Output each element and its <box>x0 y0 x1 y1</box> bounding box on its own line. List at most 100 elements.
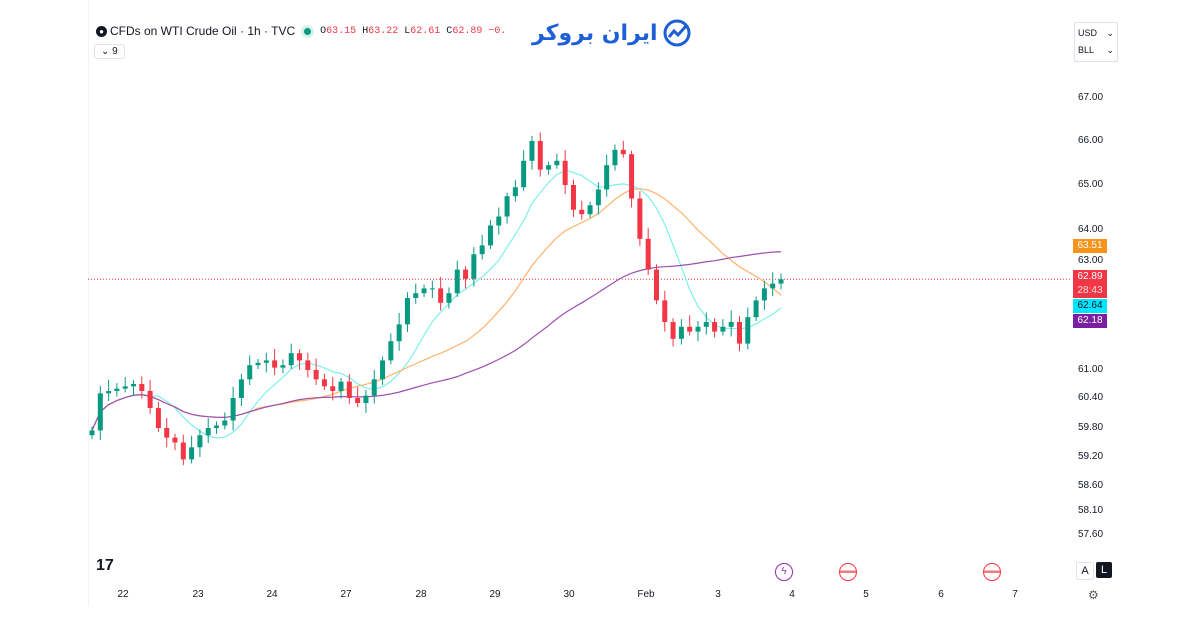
units-selector[interactable]: USD ⌄ BLL ⌄ <box>1074 22 1118 62</box>
candle-body <box>463 269 469 279</box>
candle-body <box>164 428 170 438</box>
candle-body <box>180 442 186 460</box>
price-tag: 62.64 <box>1073 299 1107 313</box>
currency-dropdown[interactable]: USD ⌄ <box>1078 28 1114 38</box>
candle-body <box>512 187 518 197</box>
x-tick-label: 30 <box>563 589 575 600</box>
us-flag-event-icon[interactable] <box>983 563 1001 581</box>
candle-body <box>338 381 344 391</box>
ma-slow-line <box>91 251 782 431</box>
earnings-event-icon[interactable]: ϟ <box>775 563 793 581</box>
candle-body <box>172 437 178 443</box>
candle-body <box>479 245 485 255</box>
candle-body <box>546 165 552 170</box>
candle-body <box>421 288 427 294</box>
x-tick-label: 24 <box>266 589 278 600</box>
candle-body <box>446 293 452 303</box>
candle-body <box>272 360 278 368</box>
candle-body <box>662 300 668 322</box>
candle-body <box>247 365 253 380</box>
candle-body <box>736 322 742 344</box>
x-tick-label: 28 <box>415 589 427 600</box>
candle-body <box>554 160 560 166</box>
x-tick-label: Feb <box>637 589 655 600</box>
x-tick-label: 29 <box>489 589 501 600</box>
candle-body <box>529 141 535 161</box>
candle-body <box>570 185 576 210</box>
y-tick-label: 61.00 <box>1078 364 1104 375</box>
y-tick-label: 63.00 <box>1078 255 1104 266</box>
bar-countdown: 28:43 <box>1077 285 1103 296</box>
candle-body <box>222 420 228 426</box>
candle-body <box>214 425 220 428</box>
candle-body <box>653 269 659 301</box>
candle-body <box>753 300 759 318</box>
candle-body <box>313 370 319 380</box>
candle-body <box>703 322 709 327</box>
log-scale-button[interactable]: L <box>1096 562 1112 578</box>
candle-body <box>720 326 726 332</box>
candle-body <box>587 205 593 215</box>
candle-body <box>155 408 161 428</box>
symbol-title[interactable]: CFDs on WTI Crude Oil · 1h · TVC <box>110 24 296 38</box>
candle-body <box>487 225 493 246</box>
candle-body <box>579 209 585 215</box>
candle-body <box>687 326 693 332</box>
candle-body <box>404 298 410 325</box>
candle-body <box>438 288 444 303</box>
candle-body <box>745 317 751 344</box>
candle-body <box>454 269 460 294</box>
candle-body <box>770 283 776 289</box>
candle-body <box>695 326 701 332</box>
candle-body <box>380 360 386 380</box>
candle-body <box>595 189 601 206</box>
candle-body <box>205 428 211 436</box>
y-tick-label: 59.80 <box>1078 422 1104 433</box>
candle-body <box>131 384 137 387</box>
y-tick-label: 64.00 <box>1078 224 1104 235</box>
price-tag: 62.89 28:43 <box>1073 270 1107 298</box>
y-tick-label: 60.40 <box>1078 392 1104 403</box>
candle-body <box>521 160 527 188</box>
y-tick-label: 58.60 <box>1078 480 1104 491</box>
candle-body <box>761 288 767 301</box>
candle-body <box>230 398 236 421</box>
candle-body <box>122 386 128 389</box>
x-tick-label: 7 <box>1012 589 1018 600</box>
candle-body <box>429 288 435 290</box>
candle-body <box>255 362 261 366</box>
candle-body <box>197 435 203 448</box>
chart-growth-icon <box>663 19 691 47</box>
candle-body <box>604 165 610 190</box>
x-tick-label: 5 <box>863 589 869 600</box>
candle-body <box>346 381 352 398</box>
us-flag-event-icon[interactable] <box>839 563 857 581</box>
candle-body <box>471 254 477 279</box>
candle-body <box>645 238 651 270</box>
x-tick-label: 23 <box>192 589 204 600</box>
auto-scale-button[interactable]: A <box>1076 562 1094 580</box>
candle-body <box>778 279 784 284</box>
y-tick-label: 58.10 <box>1078 505 1104 516</box>
candle-body <box>562 160 568 185</box>
candle-body <box>321 379 327 387</box>
candle-body <box>147 391 153 408</box>
ohlc-values: O63.15 H63.22 L62.61 C62.89 −0. <box>320 25 507 37</box>
price-tag: 63.51 <box>1073 239 1107 253</box>
candle-body <box>637 198 643 239</box>
candle-body <box>678 326 684 339</box>
candle-body <box>537 141 543 170</box>
unit-dropdown[interactable]: BLL ⌄ <box>1078 45 1114 55</box>
candle-body <box>388 341 394 361</box>
candle-body <box>89 430 95 436</box>
candle-body <box>114 388 120 391</box>
candle-body <box>288 353 294 366</box>
price-tag: 62.18 <box>1073 314 1107 328</box>
collapse-indicators-button[interactable]: ⌄ 9 <box>94 44 125 59</box>
candle-body <box>97 393 103 431</box>
chart-left-border <box>88 0 89 606</box>
settings-icon[interactable]: ⚙ <box>1088 588 1099 602</box>
x-tick-label: 22 <box>117 589 129 600</box>
y-tick-label: 67.00 <box>1078 92 1104 103</box>
